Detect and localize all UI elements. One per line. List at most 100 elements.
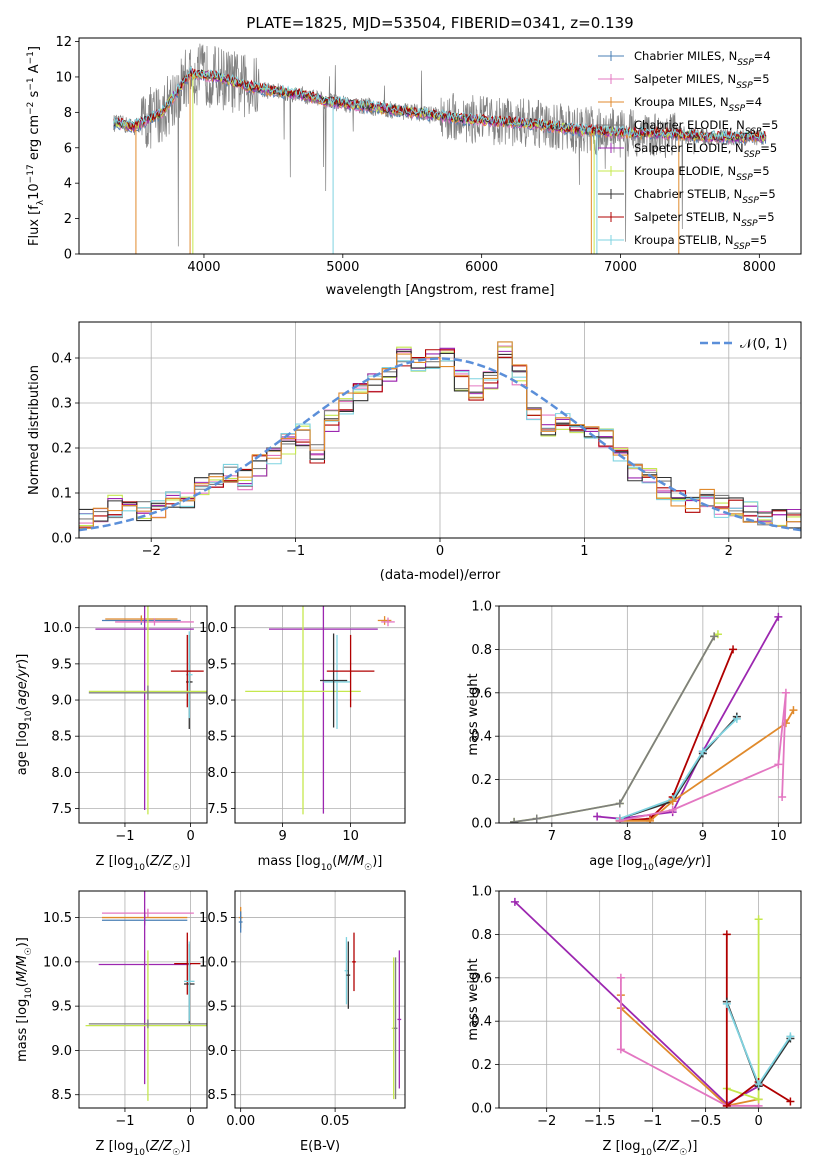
x-tick-label: 4000 [187,260,220,275]
x-tick-label: −2 [142,544,161,559]
x-tick-label: −1 [643,1114,662,1129]
x-axis-label: E(B-V) [300,1139,340,1154]
y-tick-label: 0.8 [471,928,492,943]
weight-line-kroupa_stelib [619,718,738,820]
y-tick-label: 0.0 [51,532,72,547]
x-axis-label: Z [log10(Z/Z☉)] [96,854,191,873]
plot-area [88,606,207,815]
panel-z_vs_mass: −1 0 8.5 9.0 9.5 10.0 10.5 Z [log10(Z/Z☉)] mass … [15,890,208,1158]
x-tick-label: 0.00 [226,1114,255,1129]
y-tick-label: 0 [64,248,72,263]
weight-marker [668,797,677,806]
x-tick-label: 0 [186,1114,194,1129]
x-tick-label: 0.05 [321,1114,350,1129]
weight-marker [722,999,731,1008]
axes-frame [78,605,208,824]
model-line-5 [113,70,766,142]
plot-area [510,612,798,823]
weight-line-salpeter_stelib [619,649,734,822]
x-tick-label: 0 [186,829,194,844]
x-axis-label: Z [log10(Z/Z☉)] [96,1139,191,1158]
x-tick-label: 7 [548,829,556,844]
y-tick-label: 8.5 [207,730,228,745]
x-tick-label: 7000 [604,260,637,275]
legend-label: Salpeter ELODIE, NSSP=5 [634,141,777,160]
plot-area [79,341,801,532]
y-tick-label: 8.5 [51,730,72,745]
y-tick-label: 0.1 [51,487,72,502]
x-tick-label: 8 [623,829,631,844]
weight-line-kroupa_miles [620,995,759,1107]
panel-mass_vs_age: 9 10 7.5 8.0 8.5 9.0 9.5 10.0 mass [log10(M/M☉)] [199,605,406,873]
panel-z_vs_age: −1 0 7.5 8.0 8.5 9.0 9.5 10.0 Z [log10(Z/Z☉)] age… [15,605,208,873]
plot-area [85,891,207,1101]
axes-frame [78,37,802,255]
weight-marker [789,706,798,715]
x-tick-label: 6000 [465,260,498,275]
weight-line-chabrier_elodie [513,635,715,823]
model-line-4 [113,68,766,144]
weight-marker [722,1101,731,1108]
legend-label: Chabrier STELIB, NSSP=5 [634,187,776,206]
weight-marker [754,1080,763,1089]
y-axis-label: mass weight [466,958,481,1040]
weight-marker [668,805,677,814]
histogram-salpeter_stelib [79,349,801,528]
y-axis-label: mass [log10(M/M☉)] [15,937,34,1062]
panel-residuals: −2 −1 0 1 2 0.0 0.1 0.2 0.3 0.4 (data-model)/error… [27,321,802,583]
y-tick-label: 0.4 [471,1015,492,1030]
y-tick-label: 7.5 [207,802,228,817]
axes-frame [78,890,208,1109]
x-tick-label: 9 [699,829,707,844]
y-tick-label: 9.0 [51,694,72,709]
y-axis-label: Flux [fλ10−17 erg cm−2 s−1 A−1] [26,46,46,246]
weight-marker [593,812,602,821]
weight-marker [615,816,624,823]
y-tick-label: 10 [55,70,72,85]
panel-age_vs_weight: 7 8 9 10 0.0 0.2 0.4 0.6 0.8 1.0 age [log10(age/yr… [466,600,802,873]
weight-marker [615,799,624,808]
y-tick-label: 7.5 [51,802,72,817]
y-tick-label: 6 [64,141,72,156]
weight-marker [510,897,519,906]
y-tick-label: 9.0 [51,1044,72,1059]
axes-frame [234,890,406,1109]
y-tick-label: 9.5 [207,657,228,672]
y-axis-label: Normed distribution [27,365,42,495]
x-axis-label: mass [log10(M/M☉)] [258,854,383,873]
x-tick-label: 9 [278,829,286,844]
y-tick-label: 0.0 [471,1102,492,1117]
y-tick-label: 8.5 [51,1088,72,1103]
weight-marker [510,817,519,823]
x-tick-label: −2 [537,1114,556,1129]
plot-area [510,897,795,1108]
y-tick-label: 1.0 [471,600,492,615]
y-tick-label: 10.0 [43,621,72,636]
weight-marker [646,816,654,823]
x-tick-label: 1 [580,544,588,559]
x-tick-label: −1 [286,544,305,559]
legend-label: Salpeter MILES, NSSP=5 [634,72,770,91]
y-tick-label: 8 [64,106,72,121]
weight-line-salpeter_stelib [725,934,791,1108]
histogram-kroupa_miles [79,341,801,529]
axes-frame [78,321,802,539]
axes-frame [234,605,406,824]
weight-marker [781,688,790,697]
y-tick-label: 9.5 [51,1000,72,1015]
weight-line-kroupa_miles [619,709,795,822]
y-tick-label: 9.5 [51,657,72,672]
legend-label: 𝒩(0, 1) [740,337,787,352]
weight-line-chabrier_stelib [619,716,738,820]
y-tick-label: 2 [64,212,72,227]
y-tick-label: 0.4 [51,352,72,367]
x-tick-label: −1.5 [584,1114,616,1129]
weight-marker [532,814,541,823]
panel-spectrum: 4000 5000 6000 7000 8000 0 2 4 6 8 10 12 wavelength … [26,35,802,298]
y-tick-label: 9.0 [207,694,228,709]
y-tick-label: 8.0 [51,766,72,781]
y-tick-label: 0.6 [471,686,492,701]
weight-line-salpeter_elodie [514,901,760,1105]
weight-marker [774,760,783,769]
